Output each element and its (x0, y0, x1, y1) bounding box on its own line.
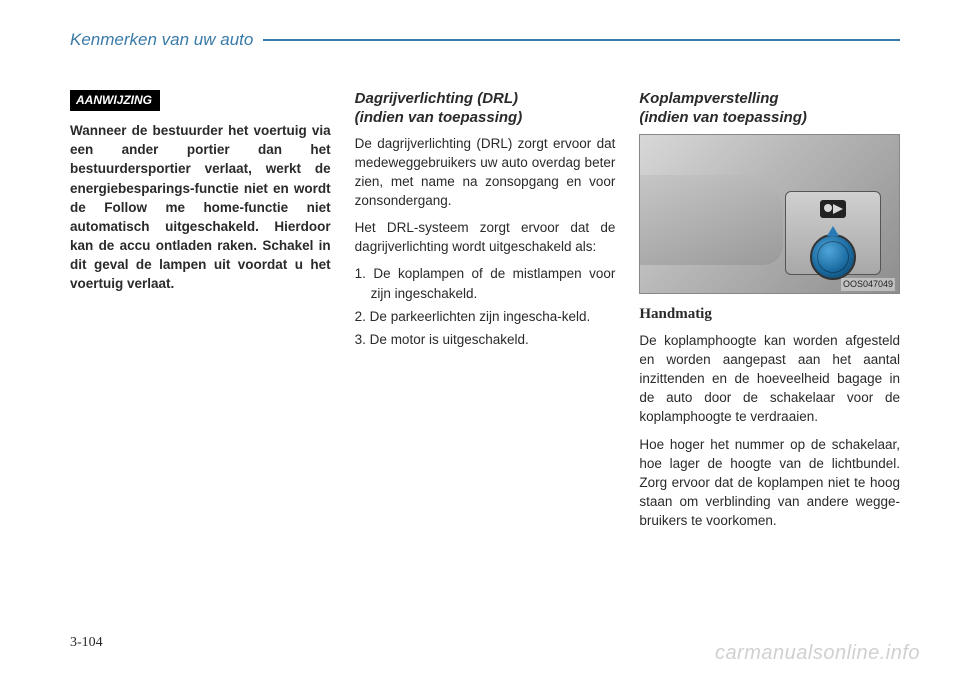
drl-title-line2: (indien van toepassing) (355, 109, 523, 126)
leveling-title-line1: Koplampverstelling (639, 90, 778, 107)
drl-item-3: 3. De motor is uitgeschakeld. (355, 330, 616, 349)
figure-code: OOS047049 (841, 278, 895, 291)
drl-para-1: De dagrijverlichting (DRL) zorgt ervoor … (355, 134, 616, 211)
manual-page: Kenmerken van uw auto AANWIJZING Wanneer… (0, 0, 960, 675)
page-number: 3-104 (70, 635, 103, 651)
drl-title-line1: Dagrijverlichting (DRL) (355, 90, 518, 107)
leveling-title: Koplampverstelling (indien van toepassin… (639, 90, 900, 128)
column-2: Dagrijverlichting (DRL) (indien van toep… (355, 90, 616, 538)
column-3: Koplampverstelling (indien van toepassin… (639, 90, 900, 538)
content-columns: AANWIJZING Wanneer de bestuurder het voe… (70, 90, 900, 538)
drl-title: Dagrijverlichting (DRL) (indien van toep… (355, 90, 616, 128)
leveling-dial (810, 234, 856, 280)
header-rule (263, 39, 900, 41)
dashboard-shape (640, 175, 782, 265)
header-title: Kenmerken van uw auto (70, 30, 263, 50)
leveling-para-2: Hoe hoger het nummer op de schakelaar, h… (639, 435, 900, 531)
arrow-up-icon (827, 226, 839, 236)
page-header: Kenmerken van uw auto (70, 30, 900, 50)
notice-label: AANWIJZING (70, 90, 160, 111)
manual-subhead: Handmatig (639, 304, 900, 325)
notice-body: Wanneer de bestuurder het voertuig via e… (70, 121, 331, 293)
column-1: AANWIJZING Wanneer de bestuurder het voe… (70, 90, 331, 538)
leveling-figure: OOS047049 (639, 134, 900, 294)
headlamp-icon (820, 200, 846, 218)
watermark: carmanualsonline.info (715, 642, 920, 665)
drl-para-2: Het DRL-systeem zorgt ervoor dat de dagr… (355, 218, 616, 256)
drl-item-1: 1. De koplampen of de mistlampen voor zi… (355, 264, 616, 302)
drl-item-2: 2. De parkeerlichten zijn ingescha-keld. (355, 307, 616, 326)
leveling-title-line2: (indien van toepassing) (639, 109, 807, 126)
dial-panel (785, 191, 881, 275)
leveling-para-1: De koplamphoogte kan worden afgesteld en… (639, 331, 900, 427)
